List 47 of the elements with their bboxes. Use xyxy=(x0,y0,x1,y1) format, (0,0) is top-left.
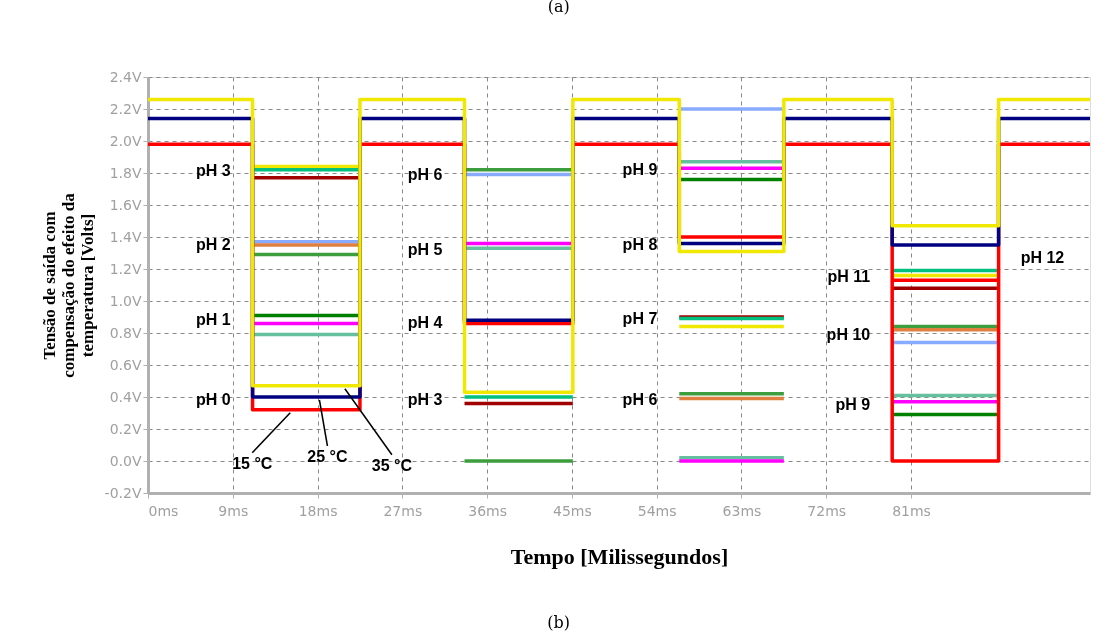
x-tick-label: 81ms xyxy=(892,502,931,519)
annotation: 35 °C xyxy=(371,456,413,474)
annotation: pH 6 xyxy=(622,391,658,409)
y-tick-label: 0.4V xyxy=(109,388,142,405)
annotation: pH 5 xyxy=(407,240,443,258)
annotation: pH 2 xyxy=(195,236,231,253)
y-tick-label: 1.0V xyxy=(109,292,142,309)
annotation: pH 9 xyxy=(622,160,658,178)
annotation: pH 3 xyxy=(195,162,231,180)
y-tick-label: 1.4V xyxy=(109,228,142,245)
x-tick-label: 0ms xyxy=(148,502,179,519)
annotation: pH 0 xyxy=(195,391,231,409)
x-tick-label: 36ms xyxy=(468,502,507,519)
x-tick-label: 54ms xyxy=(637,502,677,519)
x-tick-label: 45ms xyxy=(553,502,592,519)
x-tick-label: 72ms xyxy=(807,502,847,519)
x-tick-label: 18ms xyxy=(298,502,338,519)
annotation: pH 8 xyxy=(622,236,658,253)
annotation: pH 11 xyxy=(827,268,871,285)
y-tick-label: 1.6V xyxy=(109,196,142,213)
text: (b) xyxy=(547,613,571,632)
y-tick-label: 2.4V xyxy=(109,68,142,85)
annotation: pH 9 xyxy=(835,396,871,413)
annotation: pH 3 xyxy=(407,391,443,409)
annotation: pH 1 xyxy=(195,311,231,329)
annotation: pH 6 xyxy=(407,165,443,183)
y-tick-label: 1.8V xyxy=(109,164,142,181)
annotation: pH 4 xyxy=(407,314,443,332)
text: (a) xyxy=(547,0,570,16)
annotation: pH 12 xyxy=(1020,248,1065,266)
y-tick-label: 2.0V xyxy=(109,132,142,149)
annotation: pH 10 xyxy=(826,325,871,343)
annotation: 15 °C xyxy=(232,454,273,472)
annotation: pH 7 xyxy=(622,309,658,327)
annotation: 25 °C xyxy=(307,448,348,465)
y-tick-label: 0.6V xyxy=(109,356,142,373)
y-tick-label: 1.2V xyxy=(109,260,142,277)
y-tick-label: -0.2V xyxy=(104,484,142,501)
y-tick-label: 0.0V xyxy=(109,452,142,469)
x-axis-title: Tempo [Milissegundos] xyxy=(510,543,729,569)
y-tick-label: 0.8V xyxy=(109,324,142,341)
x-tick-label: 63ms xyxy=(722,502,762,519)
x-tick-label: 27ms xyxy=(383,502,423,519)
y-tick-label: 2.2V xyxy=(109,100,142,117)
y-axis-title: Tensão de saída com compensação do efeito da temperatura [Volts] xyxy=(39,192,97,378)
x-tick-label: 9ms xyxy=(218,502,249,519)
y-tick-label: 0.2V xyxy=(109,420,142,437)
